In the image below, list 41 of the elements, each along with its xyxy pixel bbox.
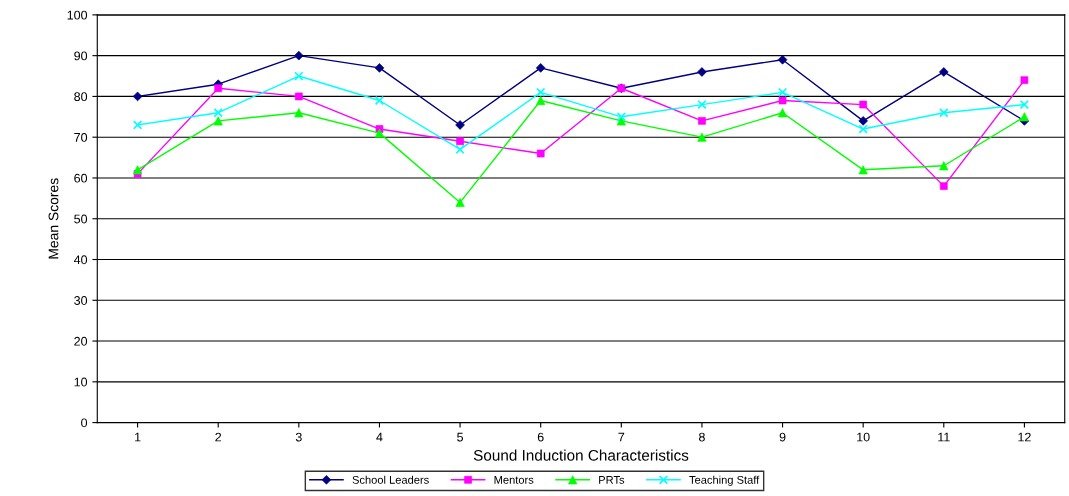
x-tick-label: 12 (1018, 432, 1031, 442)
x-tick-label: 5 (457, 432, 464, 442)
y-tick-label: 60 (74, 173, 88, 183)
x-tick-label: 9 (779, 432, 786, 442)
point (1019, 99, 1030, 110)
point (777, 87, 788, 97)
y-tick-label: 20 (74, 336, 88, 346)
point (616, 112, 626, 122)
y-tick-label: 50 (74, 214, 88, 224)
y-tick-label: 80 (74, 92, 88, 102)
x-tick-label: 11 (938, 432, 950, 442)
point (697, 99, 707, 110)
y-axis-title: Mean Scores (48, 178, 59, 259)
y-tick-label: 40 (73, 255, 88, 265)
x-tick-label: 2 (215, 432, 222, 442)
y-tick-label: 0 (81, 418, 88, 428)
y-tick-label: 90 (74, 51, 88, 61)
point (213, 108, 223, 118)
legend-label: Mentors (494, 476, 534, 484)
x-tick-label: 8 (699, 432, 705, 442)
point (536, 87, 546, 97)
x-tick-label: 4 (376, 432, 383, 442)
legend-label: PRTs (599, 476, 625, 484)
x-tick-label: 6 (537, 432, 544, 442)
x-tick-label: 1 (135, 432, 141, 442)
legend-label: Teaching Staff (689, 475, 760, 486)
y-tick-label: 100 (67, 10, 88, 20)
point (858, 124, 868, 134)
y-tick-label: 30 (74, 296, 88, 305)
point (294, 71, 304, 81)
point (455, 144, 465, 155)
x-tick-label: 7 (618, 432, 625, 442)
legend-label: School Leaders (352, 475, 429, 484)
x-tick-label: 3 (295, 432, 302, 442)
point (939, 108, 949, 118)
point (132, 120, 143, 130)
y-tick-label: 70 (74, 132, 88, 142)
x-tick-label: 10 (857, 432, 870, 442)
y-tick-label: 10 (74, 377, 88, 387)
x-axis-title: Sound Induction Characteristics (473, 449, 689, 461)
point (374, 95, 385, 106)
